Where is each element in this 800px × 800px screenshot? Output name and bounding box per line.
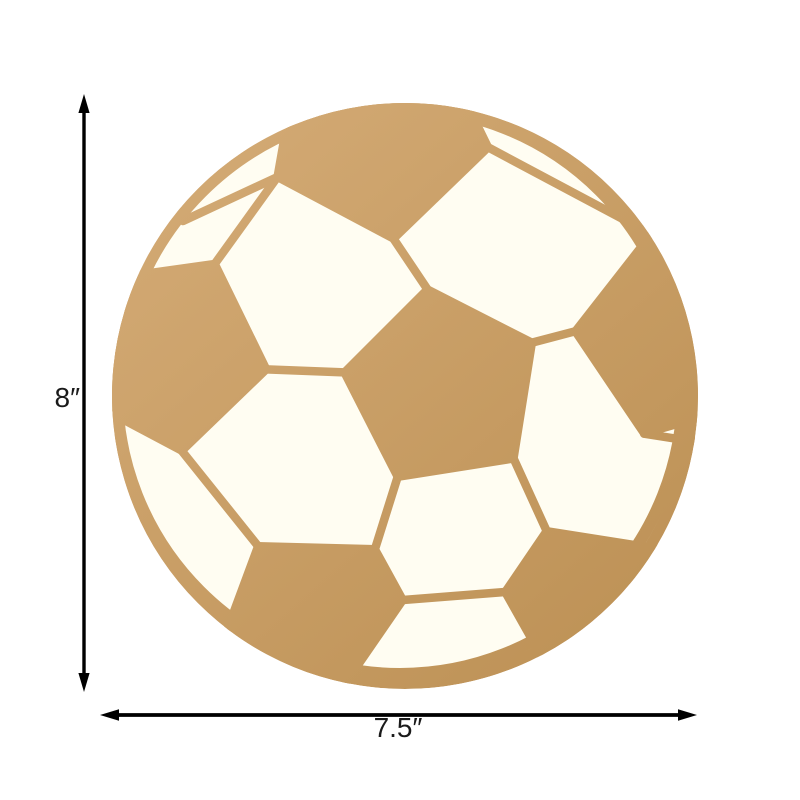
pentagon-right (571, 230, 698, 438)
pentagon-top (273, 103, 493, 243)
height-dimension-arrow (78, 94, 90, 692)
arrow-right-icon (678, 709, 697, 721)
width-dimension-arrow (100, 709, 697, 721)
pentagon-center (340, 285, 537, 482)
arrow-up-icon (78, 94, 90, 113)
height-dimension-label: 8″ (54, 382, 80, 413)
ball-rim (112, 103, 698, 689)
arrow-down-icon (78, 673, 90, 692)
ball-seams (177, 143, 698, 605)
arrow-left-icon (100, 709, 119, 721)
pentagon-bottom-right (501, 526, 686, 689)
width-dimension-label: 7.5″ (373, 712, 423, 743)
soccer-ball (112, 103, 698, 689)
